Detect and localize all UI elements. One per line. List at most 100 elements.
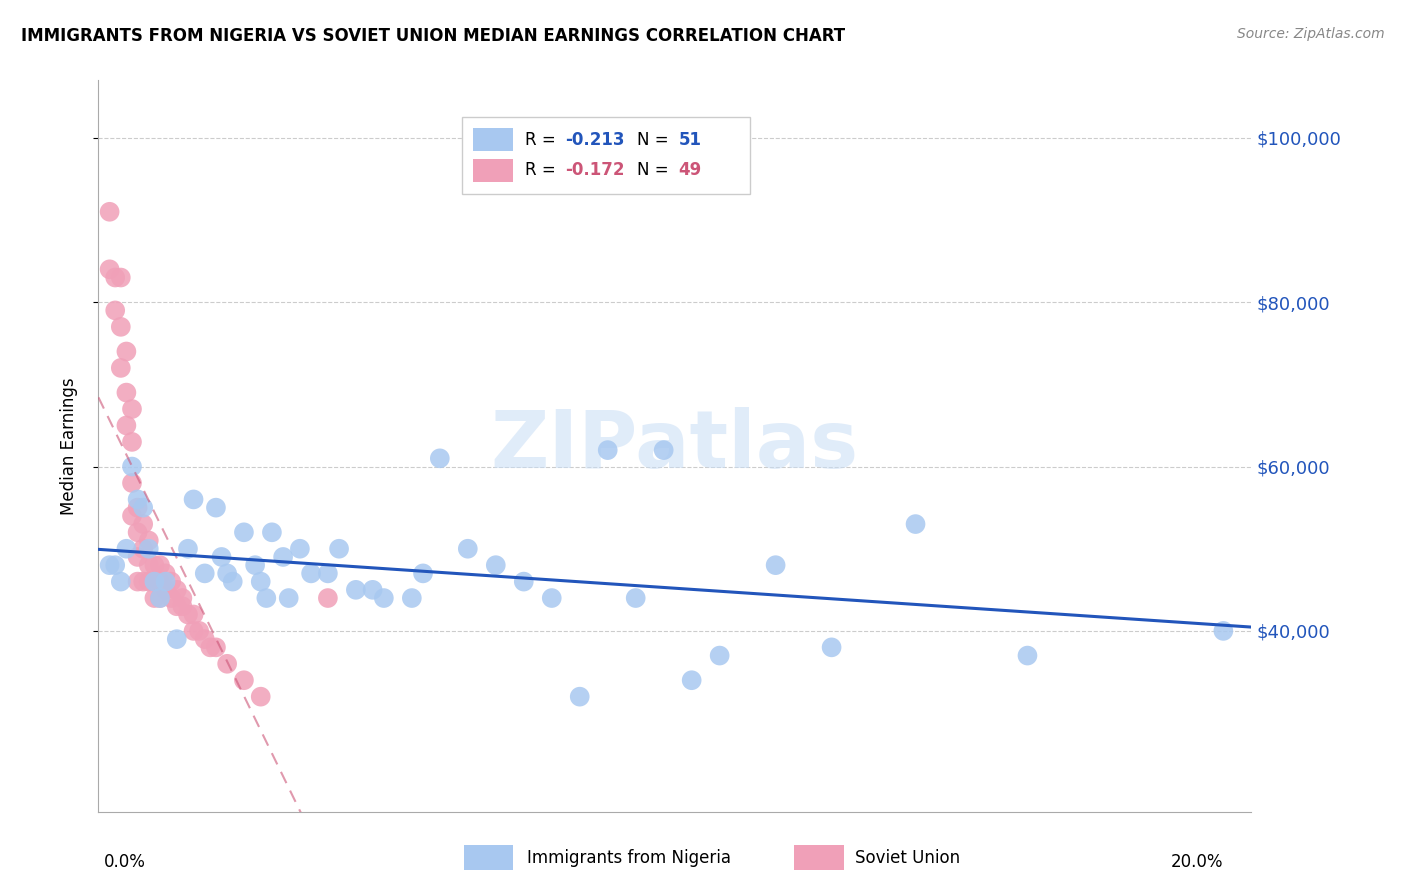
Point bbox=[183, 624, 205, 638]
Point bbox=[110, 270, 132, 285]
Point bbox=[110, 360, 132, 375]
FancyBboxPatch shape bbox=[472, 159, 513, 182]
Point bbox=[765, 558, 787, 573]
Point bbox=[652, 443, 675, 458]
Point bbox=[344, 582, 367, 597]
Point bbox=[160, 591, 183, 605]
Point bbox=[104, 558, 127, 573]
Point bbox=[183, 607, 205, 622]
Point bbox=[121, 402, 143, 417]
Point bbox=[457, 541, 479, 556]
Point bbox=[820, 640, 842, 655]
Text: -0.172: -0.172 bbox=[565, 161, 624, 179]
Text: 51: 51 bbox=[678, 130, 702, 149]
Point bbox=[596, 443, 619, 458]
Point bbox=[104, 303, 127, 318]
Point bbox=[277, 591, 299, 605]
Point bbox=[429, 451, 451, 466]
Point bbox=[172, 591, 194, 605]
Point bbox=[115, 541, 138, 556]
Point bbox=[155, 566, 177, 581]
FancyBboxPatch shape bbox=[472, 128, 513, 152]
Point bbox=[1212, 624, 1234, 638]
Point bbox=[127, 549, 149, 564]
Point bbox=[160, 574, 183, 589]
Point bbox=[98, 262, 121, 277]
Text: Soviet Union: Soviet Union bbox=[855, 849, 960, 867]
Point bbox=[401, 591, 423, 605]
Point bbox=[138, 533, 160, 548]
Point bbox=[540, 591, 562, 605]
Point bbox=[132, 541, 155, 556]
Point bbox=[138, 541, 160, 556]
Point bbox=[115, 418, 138, 433]
Point bbox=[143, 558, 166, 573]
Point bbox=[132, 574, 155, 589]
Point bbox=[373, 591, 395, 605]
Point bbox=[188, 624, 211, 638]
Point bbox=[177, 541, 200, 556]
Point bbox=[132, 517, 155, 532]
Point bbox=[299, 566, 322, 581]
FancyBboxPatch shape bbox=[461, 117, 749, 194]
Y-axis label: Median Earnings: Median Earnings bbox=[59, 377, 77, 515]
Text: -0.213: -0.213 bbox=[565, 130, 624, 149]
Point bbox=[121, 459, 143, 474]
Point bbox=[183, 492, 205, 507]
Point bbox=[104, 270, 127, 285]
Point bbox=[149, 591, 172, 605]
Point bbox=[177, 607, 200, 622]
Point bbox=[149, 591, 172, 605]
Point bbox=[211, 549, 233, 564]
Text: R =: R = bbox=[524, 161, 561, 179]
Point bbox=[361, 582, 384, 597]
Point bbox=[121, 434, 143, 449]
Point bbox=[127, 574, 149, 589]
Point bbox=[412, 566, 434, 581]
Point bbox=[232, 673, 254, 688]
Point bbox=[143, 574, 166, 589]
Point bbox=[681, 673, 703, 688]
Text: ZIPatlas: ZIPatlas bbox=[491, 407, 859, 485]
Point bbox=[98, 204, 121, 219]
Point bbox=[513, 574, 536, 589]
Point bbox=[166, 599, 188, 614]
Point bbox=[205, 640, 228, 655]
Point bbox=[243, 558, 266, 573]
Point bbox=[232, 525, 254, 540]
Point bbox=[485, 558, 508, 573]
Point bbox=[568, 690, 591, 704]
Point bbox=[110, 319, 132, 334]
Point bbox=[205, 500, 228, 515]
Point bbox=[138, 574, 160, 589]
Text: N =: N = bbox=[637, 161, 673, 179]
Point bbox=[127, 492, 149, 507]
Point bbox=[166, 582, 188, 597]
Point bbox=[249, 574, 271, 589]
Point bbox=[271, 549, 294, 564]
Point bbox=[143, 574, 166, 589]
Point bbox=[155, 582, 177, 597]
Point bbox=[200, 640, 222, 655]
Point bbox=[98, 558, 121, 573]
Point bbox=[155, 574, 177, 589]
Point bbox=[709, 648, 731, 663]
Point bbox=[115, 344, 138, 359]
Text: 0.0%: 0.0% bbox=[104, 853, 146, 871]
Point bbox=[194, 632, 217, 647]
Point bbox=[172, 599, 194, 614]
Text: N =: N = bbox=[637, 130, 673, 149]
Point bbox=[149, 558, 172, 573]
Text: Source: ZipAtlas.com: Source: ZipAtlas.com bbox=[1237, 27, 1385, 41]
Point bbox=[110, 574, 132, 589]
Point bbox=[904, 517, 927, 532]
Point bbox=[149, 574, 172, 589]
Text: IMMIGRANTS FROM NIGERIA VS SOVIET UNION MEDIAN EARNINGS CORRELATION CHART: IMMIGRANTS FROM NIGERIA VS SOVIET UNION … bbox=[21, 27, 845, 45]
Text: R =: R = bbox=[524, 130, 561, 149]
Point bbox=[143, 591, 166, 605]
Point bbox=[217, 566, 239, 581]
Point bbox=[254, 591, 277, 605]
Point bbox=[127, 500, 149, 515]
Point bbox=[1017, 648, 1039, 663]
Point bbox=[260, 525, 283, 540]
